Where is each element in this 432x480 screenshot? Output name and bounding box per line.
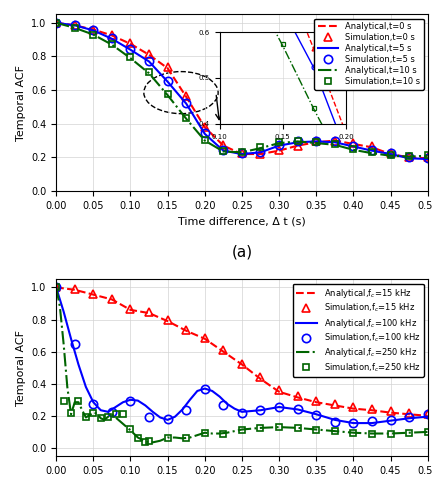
Legend: Analytical,t=0 s, Simulation,t=0 s, Analytical,t=5 s, Simulation,t=5 s, Analytic: Analytical,t=0 s, Simulation,t=0 s, Anal…	[314, 19, 423, 90]
Y-axis label: Temporal ACF: Temporal ACF	[16, 65, 25, 141]
Legend: Analytical,f$_c$=15 kHz, Simulation,f$_c$=15 kHz, Analytical,f$_c$=100 kHz, Simu: Analytical,f$_c$=15 kHz, Simulation,f$_c…	[293, 284, 423, 377]
Text: (a): (a)	[232, 244, 252, 259]
Y-axis label: Temporal ACF: Temporal ACF	[16, 330, 25, 406]
X-axis label: Time difference, Δ t (s): Time difference, Δ t (s)	[178, 216, 306, 226]
